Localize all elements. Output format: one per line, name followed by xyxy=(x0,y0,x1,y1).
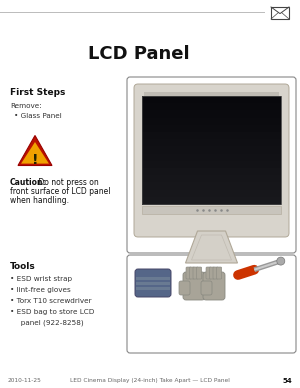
FancyBboxPatch shape xyxy=(196,267,202,279)
Text: panel (922-8258): panel (922-8258) xyxy=(14,319,84,326)
Text: Do not press on: Do not press on xyxy=(36,178,99,187)
Text: 54: 54 xyxy=(282,378,292,384)
FancyBboxPatch shape xyxy=(213,267,218,279)
Text: when handling.: when handling. xyxy=(10,196,69,205)
Bar xyxy=(142,118,281,125)
Bar xyxy=(142,132,281,140)
Bar xyxy=(142,146,281,154)
Text: Tools: Tools xyxy=(10,262,36,271)
Bar xyxy=(142,175,281,183)
FancyBboxPatch shape xyxy=(134,84,289,237)
Bar xyxy=(136,287,170,290)
FancyBboxPatch shape xyxy=(209,267,215,279)
Bar xyxy=(142,197,281,204)
Polygon shape xyxy=(21,142,49,164)
Text: First Steps: First Steps xyxy=(10,88,65,97)
FancyBboxPatch shape xyxy=(271,7,289,19)
Bar xyxy=(142,125,281,132)
Circle shape xyxy=(277,257,285,265)
Bar xyxy=(136,277,170,280)
FancyBboxPatch shape xyxy=(206,267,211,279)
FancyBboxPatch shape xyxy=(179,281,190,295)
FancyBboxPatch shape xyxy=(135,269,171,297)
Bar xyxy=(142,139,281,147)
Text: Caution:: Caution: xyxy=(10,178,46,187)
Text: LED Cinema Display (24-inch) Take Apart — LCD Panel: LED Cinema Display (24-inch) Take Apart … xyxy=(70,378,230,383)
Text: !: ! xyxy=(32,153,38,167)
Text: • Glass Panel: • Glass Panel xyxy=(14,113,62,119)
Text: front surface of LCD panel: front surface of LCD panel xyxy=(10,187,110,196)
FancyBboxPatch shape xyxy=(203,272,225,300)
Text: • ESD wrist strap: • ESD wrist strap xyxy=(10,276,72,282)
Bar xyxy=(136,282,170,285)
Text: LCD Panel: LCD Panel xyxy=(88,45,190,63)
Bar xyxy=(142,182,281,190)
Bar xyxy=(142,96,281,104)
Bar xyxy=(142,161,281,168)
Bar xyxy=(142,154,281,161)
Polygon shape xyxy=(185,231,238,263)
FancyBboxPatch shape xyxy=(190,267,195,279)
FancyBboxPatch shape xyxy=(217,267,222,279)
Text: Remove:: Remove: xyxy=(10,103,42,109)
FancyBboxPatch shape xyxy=(186,267,191,279)
FancyBboxPatch shape xyxy=(127,77,296,253)
Bar xyxy=(144,92,279,96)
FancyBboxPatch shape xyxy=(127,255,296,353)
Polygon shape xyxy=(18,135,52,166)
Text: 2010-11-25: 2010-11-25 xyxy=(8,378,42,383)
Bar xyxy=(142,206,281,214)
Text: • ESD bag to store LCD: • ESD bag to store LCD xyxy=(10,309,95,315)
Bar xyxy=(142,111,281,118)
Text: • lint-free gloves: • lint-free gloves xyxy=(10,287,71,293)
Bar xyxy=(142,103,281,111)
FancyBboxPatch shape xyxy=(193,267,198,279)
FancyBboxPatch shape xyxy=(201,281,212,295)
Bar xyxy=(142,168,281,176)
FancyBboxPatch shape xyxy=(183,272,205,300)
Bar xyxy=(142,190,281,197)
Text: • Torx T10 screwdriver: • Torx T10 screwdriver xyxy=(10,298,92,304)
